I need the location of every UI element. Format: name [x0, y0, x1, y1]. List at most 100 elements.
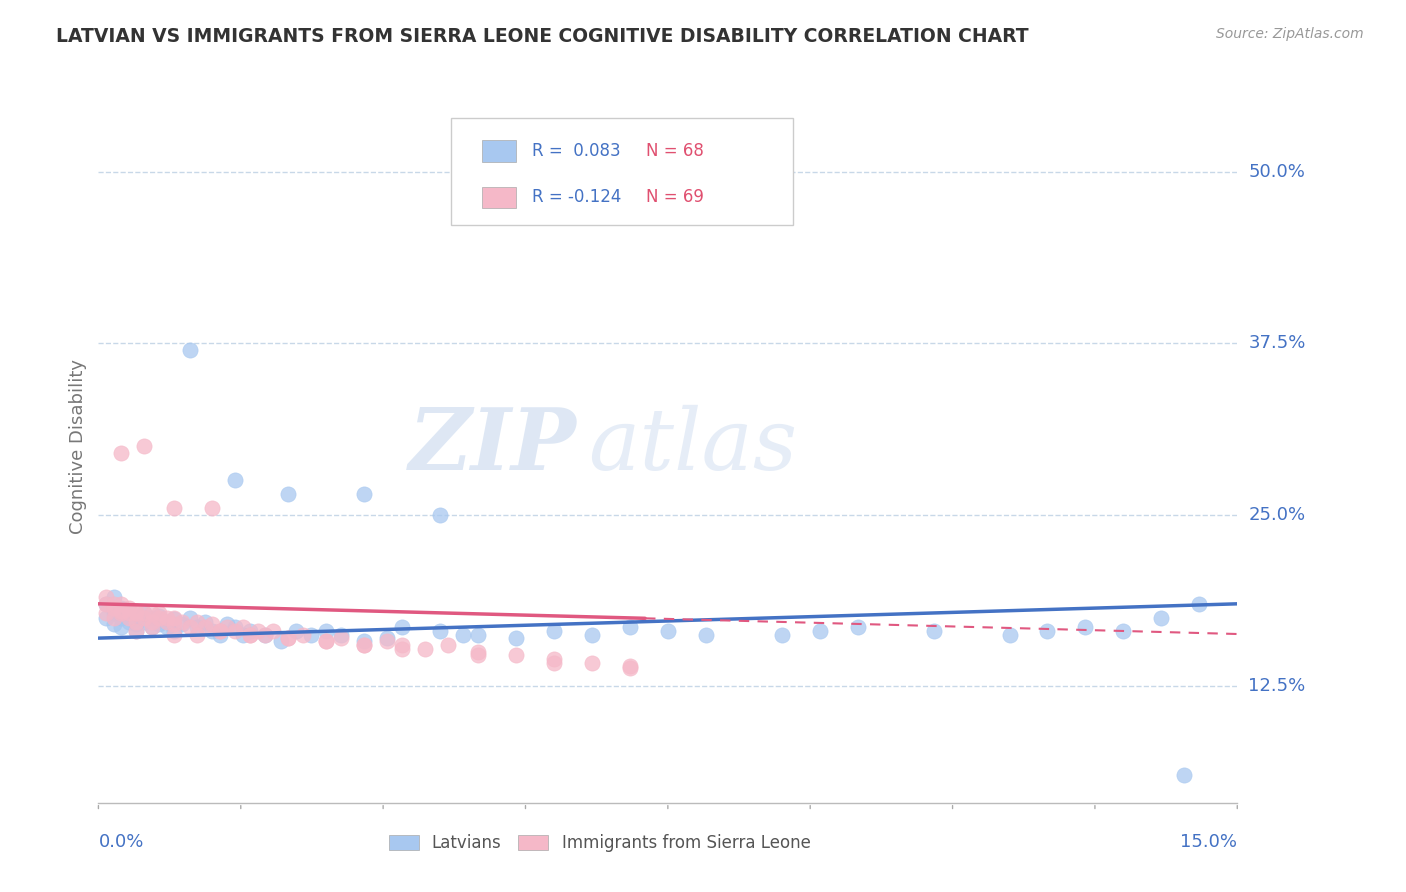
Text: 50.0%: 50.0% [1249, 162, 1305, 180]
Point [118, 607, 141, 621]
Point [94, 597, 117, 611]
Point [239, 624, 262, 639]
Point [770, 628, 793, 642]
Point [132, 610, 155, 624]
Text: 25.0%: 25.0% [1249, 506, 1306, 524]
Legend: Latvians, Immigrants from Sierra Leone: Latvians, Immigrants from Sierra Leone [382, 828, 817, 859]
Point [110, 446, 132, 460]
Text: 15.0%: 15.0% [1180, 833, 1237, 851]
Point [132, 439, 155, 453]
Point [125, 617, 148, 632]
Point [163, 500, 186, 515]
Point [543, 651, 565, 665]
Text: LATVIAN VS IMMIGRANTS FROM SIERRA LEONE COGNITIVE DISABILITY CORRELATION CHART: LATVIAN VS IMMIGRANTS FROM SIERRA LEONE … [56, 27, 1029, 45]
Text: R =  0.083: R = 0.083 [533, 142, 621, 160]
Point [353, 638, 375, 652]
Point [118, 604, 141, 618]
Point [429, 624, 451, 639]
Point [224, 473, 246, 487]
Point [163, 617, 186, 632]
Point [110, 601, 132, 615]
Point [110, 607, 132, 621]
Point [353, 633, 375, 648]
FancyBboxPatch shape [451, 118, 793, 225]
Point [110, 620, 132, 634]
Point [270, 633, 292, 648]
Point [125, 612, 148, 626]
Point [1112, 624, 1135, 639]
Point [201, 624, 224, 639]
Point [1173, 768, 1195, 782]
Point [194, 620, 217, 634]
Point [118, 610, 141, 624]
Point [375, 633, 398, 648]
Text: N = 69: N = 69 [647, 188, 704, 206]
Point [619, 661, 641, 675]
Point [846, 620, 869, 634]
Point [1074, 620, 1097, 634]
Point [110, 604, 132, 618]
Point [141, 607, 163, 621]
Point [808, 624, 831, 639]
Text: 37.5%: 37.5% [1249, 334, 1306, 352]
Point [330, 628, 353, 642]
Point [103, 617, 125, 632]
Point [277, 487, 299, 501]
Point [391, 638, 413, 652]
Point [148, 610, 170, 624]
Point [201, 500, 224, 515]
Point [353, 638, 375, 652]
Point [170, 615, 193, 629]
Point [277, 631, 299, 645]
Point [299, 628, 322, 642]
Point [156, 615, 179, 629]
Point [103, 610, 125, 624]
Point [186, 615, 208, 629]
Point [284, 624, 307, 639]
Point [581, 628, 603, 642]
Point [413, 642, 436, 657]
Point [543, 624, 565, 639]
Point [148, 617, 170, 632]
Point [94, 607, 117, 621]
Point [103, 601, 125, 615]
Point [132, 607, 155, 621]
Point [179, 610, 201, 624]
Point [277, 631, 299, 645]
Point [232, 628, 254, 642]
Point [179, 620, 201, 634]
FancyBboxPatch shape [482, 140, 516, 161]
Point [163, 610, 186, 624]
Text: ZIP: ZIP [409, 404, 576, 488]
Point [581, 656, 603, 670]
Point [330, 631, 353, 645]
Text: R = -0.124: R = -0.124 [533, 188, 621, 206]
Text: atlas: atlas [588, 405, 797, 487]
Point [505, 648, 527, 662]
Point [186, 628, 208, 642]
Point [156, 615, 179, 629]
Point [436, 638, 458, 652]
Point [451, 628, 474, 642]
Point [239, 628, 262, 642]
Point [208, 624, 231, 639]
Point [132, 615, 155, 629]
Point [246, 624, 269, 639]
Point [391, 620, 413, 634]
Point [125, 624, 148, 639]
Point [125, 624, 148, 639]
Point [110, 610, 132, 624]
Point [1036, 624, 1059, 639]
Y-axis label: Cognitive Disability: Cognitive Disability [69, 359, 87, 533]
Point [132, 607, 155, 621]
Point [239, 628, 262, 642]
Point [156, 610, 179, 624]
Point [118, 609, 141, 624]
Point [194, 615, 217, 629]
Point [156, 620, 179, 634]
Point [179, 343, 201, 357]
Point [118, 615, 141, 629]
Point [110, 597, 132, 611]
Point [118, 601, 141, 615]
Point [141, 620, 163, 634]
